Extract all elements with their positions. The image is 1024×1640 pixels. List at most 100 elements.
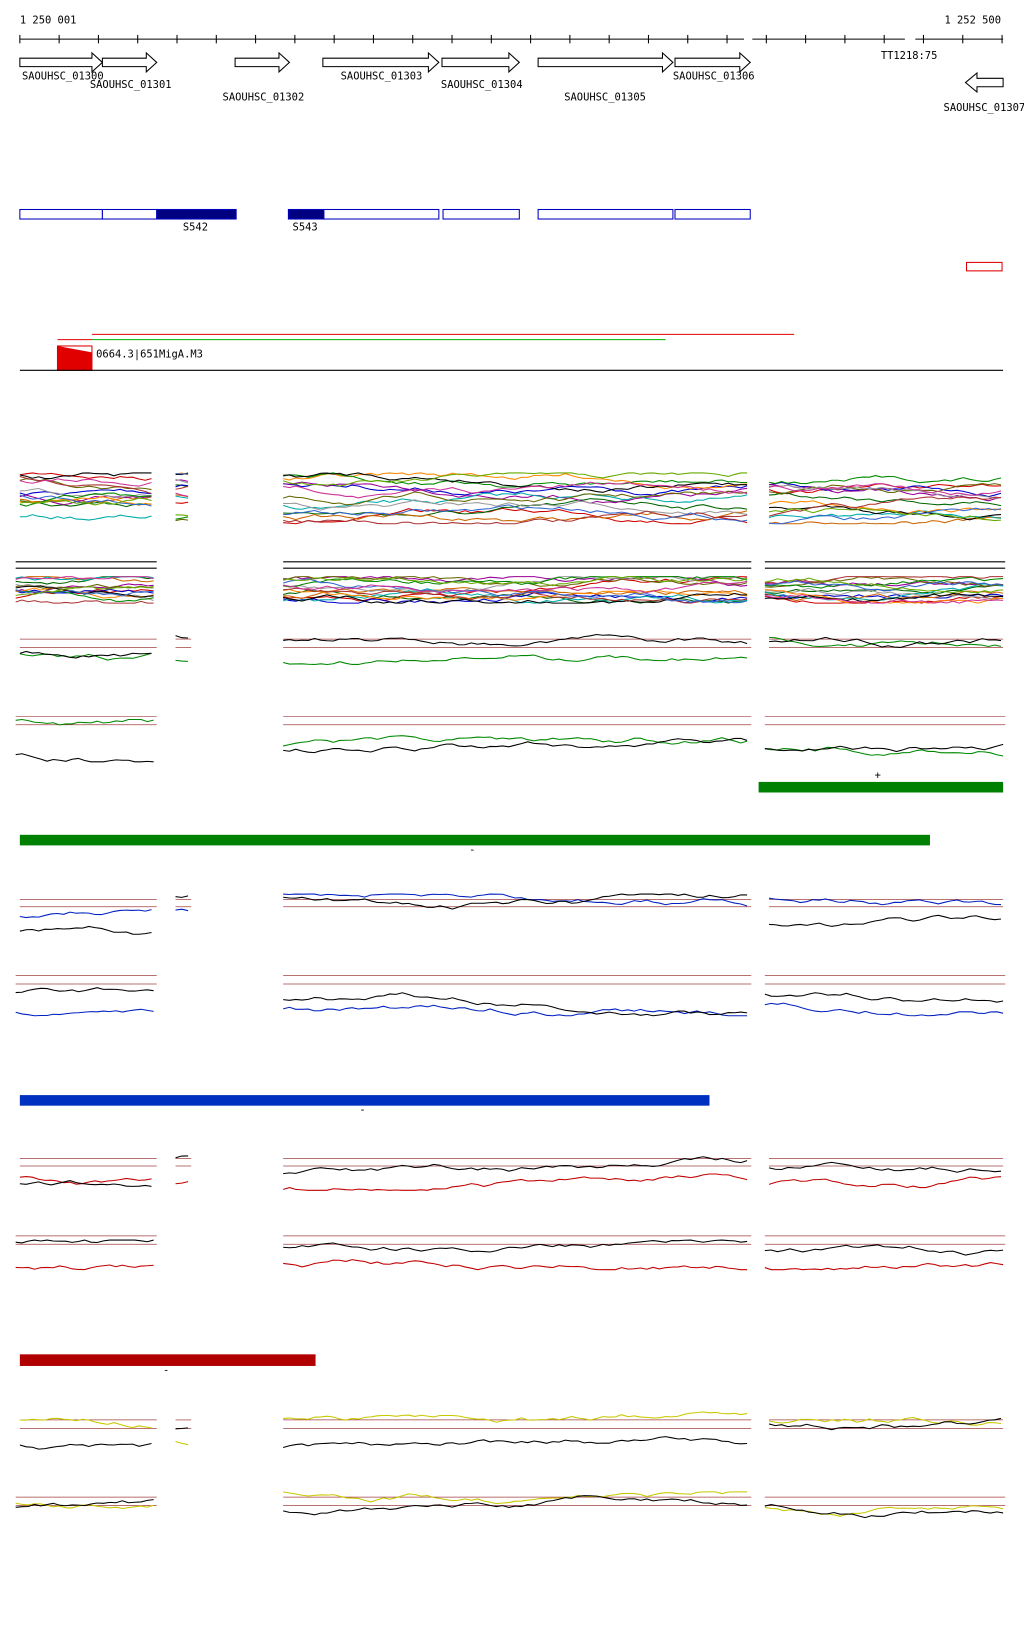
signal-line (15, 588, 154, 594)
region-box (156, 208, 237, 220)
signal-line (283, 1173, 748, 1191)
signal-line (768, 516, 1002, 525)
signal-line (769, 492, 1002, 507)
signal-line (283, 1411, 748, 1423)
signal-line (175, 478, 189, 484)
region-box (966, 261, 1003, 272)
signal-line (764, 992, 1004, 1003)
signal-line (283, 580, 748, 594)
signal-line (283, 507, 748, 525)
strand-bar (19, 834, 930, 846)
signal-line (769, 507, 1002, 525)
signal-line (283, 1004, 748, 1017)
signal-line (19, 472, 152, 480)
gene-arrow (441, 51, 521, 74)
signal-line (19, 925, 152, 935)
signal-line (764, 592, 1004, 603)
signal-line (15, 1008, 154, 1017)
signal-line (769, 483, 1002, 502)
signal-line (19, 472, 152, 481)
region-label: S542 (183, 222, 208, 234)
signal-line (283, 472, 748, 490)
signal-line (764, 576, 1004, 585)
signal-line (19, 492, 152, 507)
gene-arrow (964, 71, 1004, 94)
signal-line (19, 652, 152, 661)
signal-line (175, 1441, 189, 1446)
signal-line (283, 578, 748, 604)
region-box (537, 208, 674, 220)
region-label: S543 (293, 222, 318, 234)
signal-line (764, 594, 1004, 604)
signal-line (283, 633, 748, 647)
region-box (101, 208, 158, 220)
signal-line (175, 635, 189, 639)
signal-line (764, 577, 1004, 594)
signal-line (283, 472, 748, 488)
signal-line (768, 500, 1002, 515)
signal-line (175, 518, 189, 522)
signal-line (175, 501, 189, 504)
strand-bar (19, 1354, 316, 1366)
signal-line (283, 490, 748, 506)
signal-line (19, 475, 152, 495)
signal-line (19, 494, 152, 507)
signal-line (15, 987, 154, 994)
signal-line (15, 1239, 154, 1244)
signal-line (19, 497, 152, 506)
signal-line (283, 499, 748, 516)
ruler-start: 1 250 001 (20, 14, 77, 26)
signal-line (175, 516, 189, 520)
signal-line (764, 580, 1004, 592)
signal-line (15, 718, 154, 726)
signal-line (175, 495, 189, 499)
gene-label: SAOUHSC_01306 (673, 70, 755, 82)
signal-line (283, 1491, 748, 1505)
signal-line (19, 514, 152, 521)
gene-label: SAOUHSC_01301 (90, 79, 172, 91)
signal-line (283, 893, 748, 907)
gene-label: SAOUHSC_01303 (341, 70, 423, 82)
signal-line (19, 1176, 152, 1185)
gene-arrow (19, 51, 104, 74)
signal-line (19, 1417, 152, 1429)
signal-line (15, 1502, 154, 1510)
signal-line (175, 908, 189, 912)
gene-arrow (674, 51, 752, 74)
ruler-end: 1 252 500 (944, 14, 1001, 26)
gene-label: SAOUHSC_01305 (564, 91, 646, 103)
strand-label: - (163, 1364, 169, 1376)
signal-line (15, 599, 154, 604)
region-box (674, 208, 751, 220)
signal-line (768, 897, 1002, 906)
signal-line (15, 585, 154, 596)
strand-bar (19, 1095, 710, 1106)
signal-line (764, 743, 1004, 753)
gene-label: SAOUHSC_01302 (223, 91, 305, 103)
signal-line (15, 1499, 154, 1508)
signal-line (15, 576, 154, 580)
signal-line (19, 478, 152, 487)
signal-line (769, 636, 1002, 648)
region-box (442, 208, 520, 220)
signal-line (175, 514, 189, 517)
signal-line (768, 507, 1002, 522)
region-box (287, 208, 325, 220)
signal-line (283, 587, 748, 604)
signal-line (283, 492, 748, 510)
strand-label: - (469, 844, 475, 856)
signal-line (283, 576, 748, 587)
signal-line (764, 1262, 1004, 1271)
signal-line (768, 1417, 1002, 1431)
signal-line (19, 487, 152, 499)
gene-arrow (234, 51, 291, 74)
signal-line (175, 484, 189, 488)
signal-line (768, 510, 1002, 519)
signal-line (15, 576, 154, 583)
signal-line (283, 591, 748, 604)
feature-label: 0664.3|651MigA.M3 (96, 349, 203, 361)
signal-line (768, 496, 1002, 517)
signal-line (175, 895, 189, 898)
signal-line (768, 1417, 1002, 1426)
